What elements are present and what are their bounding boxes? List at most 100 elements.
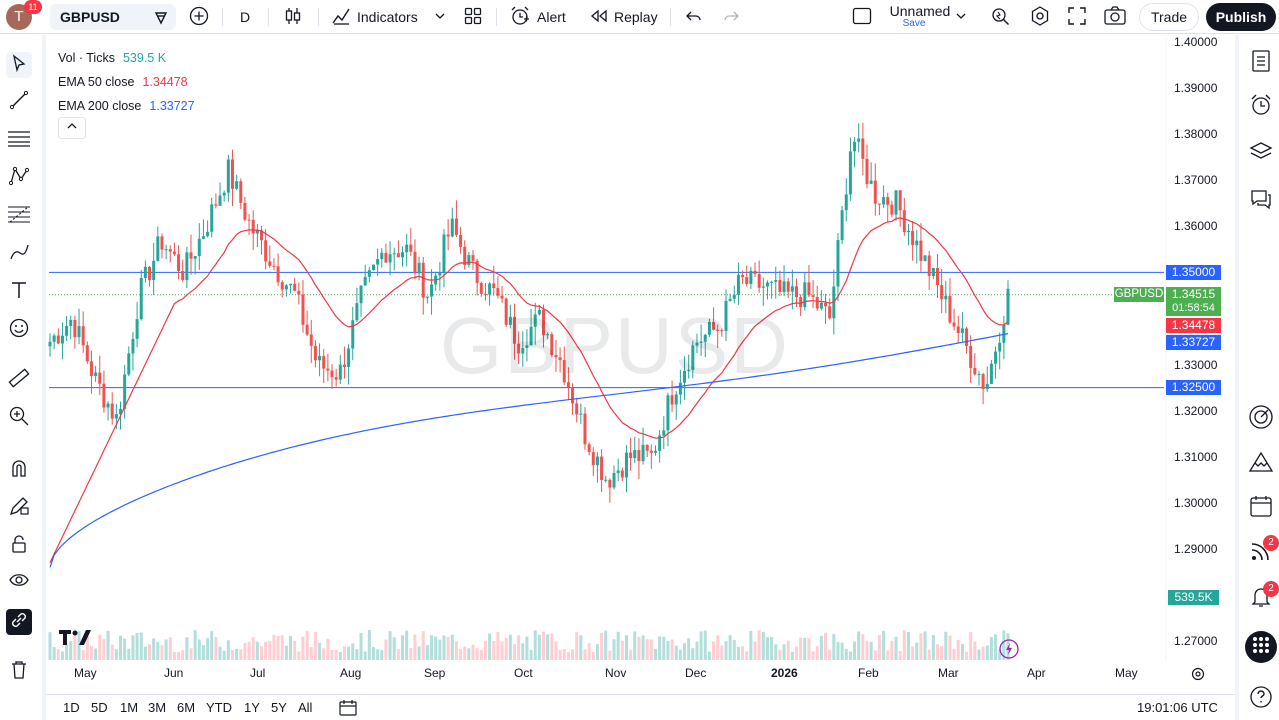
legend-ema200[interactable]: EMA 200 close 1.33727 [58, 94, 195, 118]
candle-body [807, 282, 811, 296]
hline-upper-tag[interactable]: 1.35000 [1166, 265, 1221, 280]
candle-body [471, 255, 475, 261]
tradingview-logo[interactable] [58, 628, 92, 651]
candle-body [500, 295, 504, 299]
layout-dropdown[interactable] [955, 4, 967, 30]
chats-button[interactable] [1247, 187, 1275, 215]
utc-clock[interactable]: 19:01:06 UTC [1137, 700, 1218, 715]
snapshot-button[interactable] [1103, 4, 1127, 30]
price-chart[interactable] [46, 38, 1235, 688]
stay-in-drawing-tool[interactable] [6, 495, 32, 521]
news-feed-button[interactable]: 2 [1247, 535, 1279, 567]
cursor-tool[interactable] [6, 52, 32, 78]
text-tool[interactable] [6, 279, 32, 305]
volume-bar [268, 641, 272, 660]
axis-settings-button[interactable] [1190, 666, 1206, 687]
candle-body [185, 252, 189, 281]
legend-volume[interactable]: Vol · Ticks 539.5 K [58, 46, 195, 70]
volume-bar [384, 639, 388, 660]
volume-bar [492, 640, 496, 660]
hide-drawings-tool[interactable] [6, 569, 32, 595]
time-tick: Nov [605, 666, 627, 680]
screener-button[interactable] [1247, 404, 1275, 433]
layers-icon [1249, 140, 1273, 169]
candle-body [454, 218, 458, 236]
candle-body [761, 286, 765, 288]
help-button[interactable] [1247, 685, 1275, 713]
redo-button[interactable] [722, 4, 740, 30]
ideas-button[interactable] [1247, 450, 1275, 478]
chart-pane[interactable] [46, 38, 1235, 688]
trend-line-tool[interactable] [6, 89, 32, 115]
horizontal-lines-tool[interactable] [6, 127, 32, 153]
range-1m[interactable]: 1M [120, 700, 139, 715]
volume-bar [338, 651, 342, 660]
range-ytd[interactable]: YTD [206, 700, 232, 715]
range-3m[interactable]: 3M [148, 700, 167, 715]
fib-tool[interactable] [6, 203, 32, 229]
alert-button[interactable]: Alert [509, 4, 566, 30]
products-button[interactable] [1245, 631, 1277, 663]
volume-bar [712, 641, 716, 660]
volume-bar [869, 641, 873, 660]
fullscreen-button[interactable] [1067, 4, 1087, 30]
legend-collapse-button[interactable] [58, 117, 86, 139]
ruler-tool[interactable] [6, 367, 32, 393]
volume-bar [110, 644, 114, 660]
sync-drawings-tool[interactable] [6, 609, 32, 635]
interval-button[interactable]: D [240, 4, 250, 30]
price-tick: 1.40000 [1174, 35, 1218, 49]
volume-bar [322, 648, 326, 660]
volume-bar [459, 648, 463, 660]
calendar-button[interactable] [1247, 494, 1275, 522]
indicators-button[interactable]: Indicators [331, 4, 418, 30]
range-5d[interactable]: 5D [91, 700, 108, 715]
watchlist-button[interactable] [1247, 49, 1275, 77]
symbol-search[interactable]: GBPUSD [50, 4, 176, 30]
price-tick: 1.39000 [1174, 81, 1218, 95]
pattern-tool[interactable] [6, 165, 32, 191]
settings-button[interactable] [1029, 4, 1051, 30]
range-1y[interactable]: 1Y [244, 700, 260, 715]
volume-bar [633, 631, 637, 660]
candle-body [1002, 324, 1006, 343]
symbol-options-icon[interactable] [152, 9, 170, 30]
date-range-button[interactable] [338, 699, 358, 720]
layout-name[interactable]: Unnamed Save [885, 3, 955, 29]
candle-body [902, 210, 906, 233]
layout-name-label: Unnamed [889, 3, 951, 19]
range-all[interactable]: All [298, 700, 313, 715]
replay-button[interactable]: Replay [590, 4, 658, 30]
brush-tool[interactable] [6, 241, 32, 267]
notifications-button[interactable]: 2 [1247, 581, 1279, 613]
compare-symbol-button[interactable] [188, 4, 210, 30]
zoom-tool[interactable] [6, 405, 32, 431]
layout-checkbox[interactable] [851, 4, 873, 30]
remove-drawings-tool[interactable] [6, 659, 32, 685]
range-6m[interactable]: 6M [177, 700, 196, 715]
range-1d[interactable]: 1D [63, 700, 80, 715]
quick-search-button[interactable] [990, 4, 1012, 30]
time-tick: Aug [340, 666, 362, 680]
layouts-button[interactable] [463, 4, 483, 30]
lock-drawings-tool[interactable] [6, 533, 32, 559]
indicators-dropdown[interactable] [434, 4, 446, 30]
magnet-tool[interactable] [6, 457, 32, 483]
hline-lower-tag[interactable]: 1.32500 [1166, 380, 1221, 395]
legend-ema50[interactable]: EMA 50 close 1.34478 [58, 70, 195, 94]
range-5y[interactable]: 5Y [271, 700, 287, 715]
chart-type-button[interactable] [283, 4, 303, 30]
lightning-icon[interactable] [998, 638, 1020, 665]
volume-bar [844, 648, 848, 660]
calendar-icon [338, 700, 358, 720]
emoji-tool[interactable] [6, 317, 32, 343]
candle-body [757, 273, 761, 288]
undo-button[interactable] [685, 4, 703, 30]
publish-button[interactable]: Publish [1206, 3, 1276, 31]
alerts-panel-button[interactable] [1247, 93, 1275, 121]
trade-button[interactable]: Trade [1139, 3, 1199, 31]
ruler-icon [8, 367, 30, 394]
fib-retracement-icon [7, 204, 31, 229]
candle-body [492, 283, 496, 289]
object-tree-button[interactable] [1247, 140, 1275, 168]
